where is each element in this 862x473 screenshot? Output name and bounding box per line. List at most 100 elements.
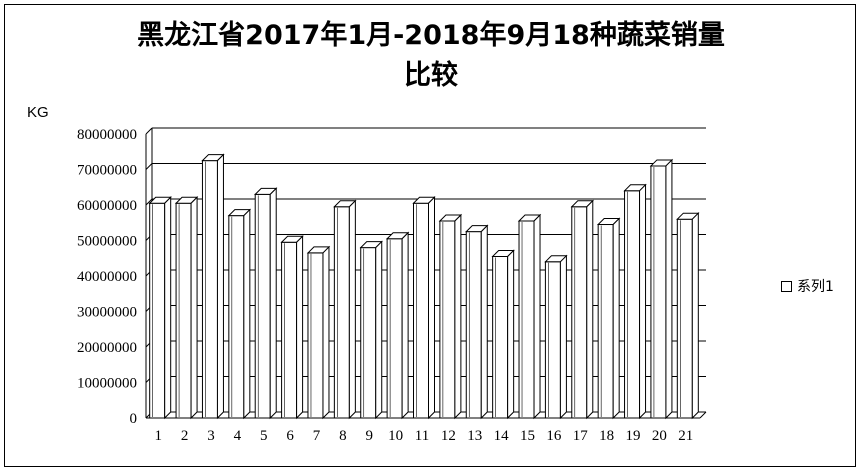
x-tick-label: 19 <box>626 428 641 444</box>
x-tick-label: 13 <box>467 428 482 444</box>
bar-side <box>164 196 172 420</box>
x-tick-label: 21 <box>678 428 693 444</box>
x-tick-label: 18 <box>599 428 614 444</box>
bar <box>385 231 410 420</box>
bar-side <box>190 196 198 420</box>
bar <box>280 235 304 420</box>
y-tick-label: 10000000 <box>77 376 137 392</box>
bar <box>412 196 436 420</box>
bar-front <box>254 193 271 419</box>
x-tick-label: 1 <box>154 428 162 444</box>
bar <box>570 199 594 420</box>
y-tick-label: 60000000 <box>77 198 137 214</box>
bar-front <box>281 241 298 419</box>
x-tick-label: 17 <box>573 428 589 444</box>
bar-front <box>676 218 693 419</box>
bar-side <box>216 153 224 420</box>
bar-front <box>571 206 588 419</box>
bar-side <box>665 158 673 420</box>
bar-front <box>597 224 614 419</box>
bar-front <box>175 202 192 419</box>
x-tick-label: 12 <box>441 428 456 444</box>
bar-front <box>413 202 429 419</box>
x-tick-label: 6 <box>286 428 294 444</box>
bar <box>596 217 621 420</box>
x-tick-label: 15 <box>520 428 535 444</box>
bar-front <box>201 160 218 419</box>
label-layer: 0 10000000 20000000 30000000 40000000 5000000… <box>77 127 693 444</box>
bar-side <box>691 211 699 420</box>
x-tick-label: 4 <box>234 428 242 444</box>
gridline-depth <box>145 163 153 170</box>
x-tick-label: 3 <box>207 428 215 444</box>
bar-side <box>428 196 435 420</box>
legend-series-name: 系列1 <box>797 279 834 295</box>
bar-front <box>544 261 561 419</box>
chart-title-line-1: 黑龙江省2017年1月-2018年9月18种蔬菜销量 <box>137 20 725 51</box>
bar <box>623 183 647 420</box>
bar-side <box>454 213 462 420</box>
bar-side <box>243 208 251 420</box>
bar-side <box>586 199 594 420</box>
bar <box>359 240 383 420</box>
bar-side <box>348 199 356 420</box>
bar-side <box>296 235 304 420</box>
y-axis-label: KG <box>27 104 49 121</box>
legend-swatch <box>781 280 792 292</box>
y-tick-label: 40000000 <box>77 269 137 285</box>
bar-front <box>624 190 641 419</box>
x-tick-label: 11 <box>415 428 429 444</box>
x-tick-label: 16 <box>546 428 562 444</box>
bar-side <box>612 217 620 420</box>
bar <box>333 199 357 420</box>
bar <box>676 211 700 420</box>
bar <box>148 196 172 420</box>
bar <box>465 224 489 420</box>
bar <box>544 254 568 420</box>
bar-front <box>386 238 403 419</box>
gridline-depth <box>145 198 153 206</box>
bar-side <box>533 213 541 420</box>
gridline-depth <box>145 127 153 135</box>
x-tick-label: 14 <box>494 428 510 444</box>
x-tick-label: 8 <box>339 428 347 444</box>
bar-side <box>401 231 409 420</box>
x-tick-label: 20 <box>652 428 667 444</box>
x-tick-label: 7 <box>313 428 321 444</box>
bar <box>254 187 278 420</box>
chart-title-line-2: 比较 <box>404 60 458 91</box>
y-tick-label: 20000000 <box>77 340 137 356</box>
bar <box>227 208 252 420</box>
y-tick-label: 80000000 <box>77 127 137 143</box>
bar <box>517 213 542 420</box>
bar-front <box>307 252 324 419</box>
x-tick-label: 9 <box>365 428 373 444</box>
bar-side <box>639 183 647 420</box>
legend: 系列1 <box>781 276 834 296</box>
bar-front <box>465 231 482 419</box>
bar <box>649 158 674 420</box>
chart-title: 黑龙江省2017年1月-2018年9月18种蔬菜销量 比较 <box>0 16 862 96</box>
bar-front <box>650 165 667 419</box>
bar-front <box>360 247 377 419</box>
bar-side <box>269 187 277 420</box>
bar-side <box>559 254 567 420</box>
bar-front <box>228 215 245 419</box>
bar <box>438 213 463 420</box>
bar-side <box>507 249 515 420</box>
bar <box>491 249 515 420</box>
y-tick-label: 0 <box>130 411 138 427</box>
x-tick-label: 2 <box>181 428 189 444</box>
bar-front <box>149 202 166 419</box>
floor-right-edge <box>699 411 707 419</box>
bar <box>201 153 225 420</box>
bar <box>174 196 199 420</box>
x-tick-label: 5 <box>260 428 268 444</box>
bar-front <box>333 206 350 419</box>
bar-side <box>480 224 488 420</box>
y-tick-label: 30000000 <box>77 305 137 321</box>
bar-side <box>375 240 383 420</box>
bar <box>306 245 331 420</box>
y-tick-label: 50000000 <box>77 234 137 250</box>
